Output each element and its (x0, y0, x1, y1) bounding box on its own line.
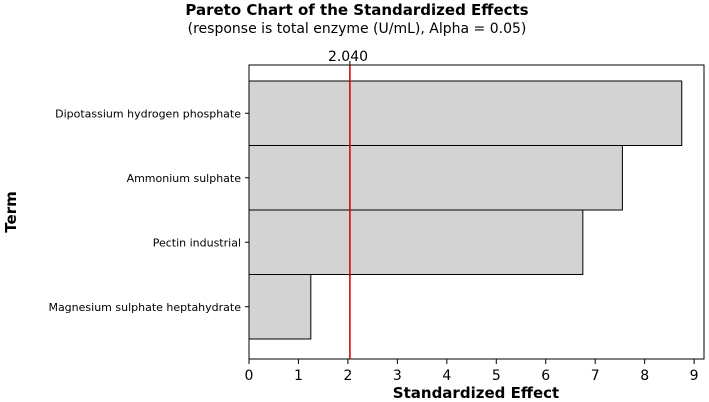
x-tick-label: 0 (245, 368, 254, 384)
plot-area (248, 64, 705, 360)
y-axis-label: Term (2, 191, 20, 232)
category-label: Pectin industrial (153, 236, 241, 249)
reference-line-label: 2.040 (328, 49, 368, 65)
x-tick-label: 6 (541, 368, 550, 384)
chart-subtitle: (response is total enzyme (U/mL), Alpha … (188, 21, 527, 37)
category-label: Ammonium sulphate (127, 172, 242, 185)
x-tick-label: 2 (343, 368, 352, 384)
x-tick-label: 5 (492, 368, 501, 384)
x-tick-label: 9 (690, 368, 699, 384)
chart-title: Pareto Chart of the Standardized Effects (185, 1, 528, 19)
x-tick-label: 8 (640, 368, 649, 384)
x-axis-label: Standardized Effect (393, 384, 559, 402)
x-tick-label: 4 (442, 368, 451, 384)
bar (248, 145, 623, 211)
category-label: Dipotassium hydrogen phosphate (55, 107, 241, 120)
bar (248, 274, 312, 340)
x-tick-label: 7 (591, 368, 600, 384)
bar (248, 209, 584, 275)
x-tick-label: 3 (393, 368, 402, 384)
bar (248, 80, 683, 146)
category-label: Magnesium sulphate heptahydrate (48, 301, 241, 314)
x-tick-label: 1 (294, 368, 303, 384)
